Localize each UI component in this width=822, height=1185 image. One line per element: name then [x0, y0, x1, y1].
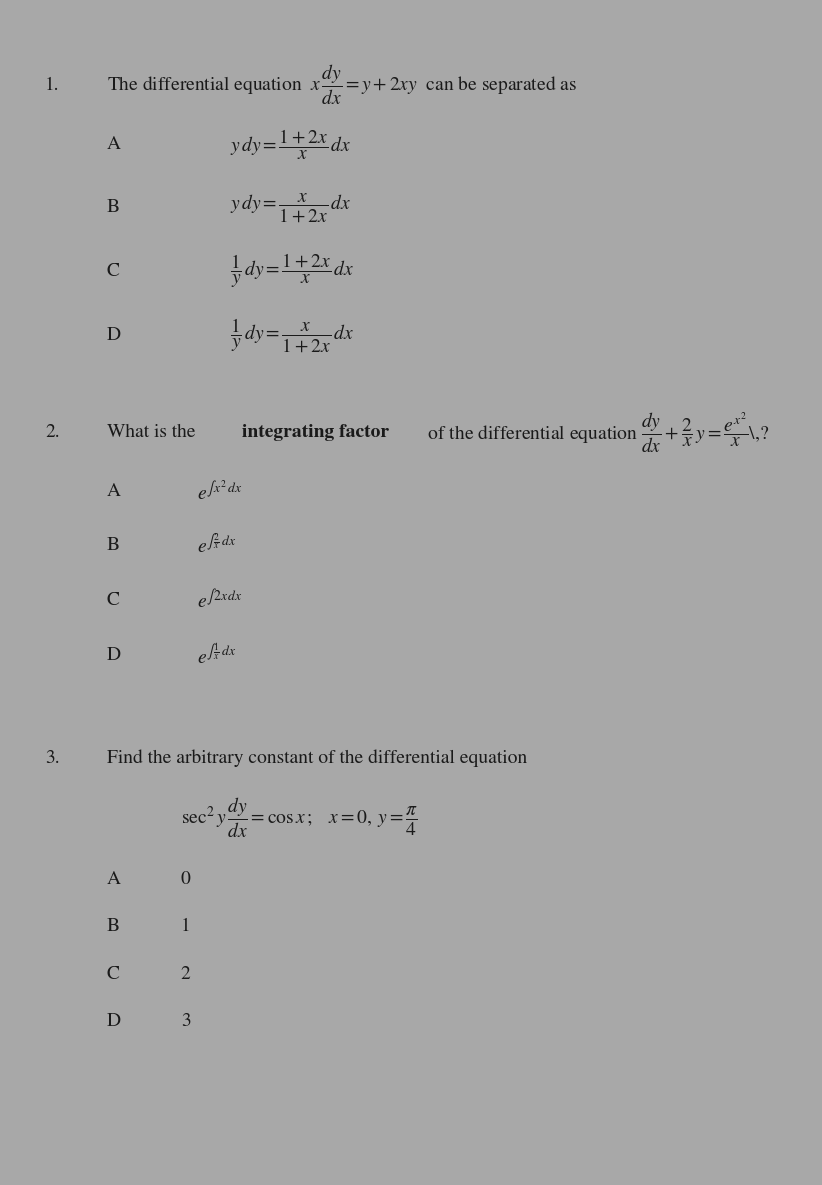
- Text: 2.: 2.: [45, 424, 60, 441]
- Text: 3.: 3.: [45, 750, 60, 767]
- Text: D: D: [107, 647, 121, 664]
- Text: 3: 3: [181, 1013, 191, 1030]
- Text: $\sec^2 y\,\dfrac{dy}{dx} = \cos x\,;\quad x=0,\; y = \dfrac{\pi}{4}$: $\sec^2 y\,\dfrac{dy}{dx} = \cos x\,;\qu…: [181, 795, 418, 840]
- Text: D: D: [107, 1013, 121, 1030]
- Text: of the differential equation $\dfrac{dy}{dx}+\dfrac{2}{x}\,y=\dfrac{e^{x^2}}{x}$: of the differential equation $\dfrac{dy}…: [423, 410, 769, 455]
- Text: $e^{\int \frac{1}{x}\,dx}$: $e^{\int \frac{1}{x}\,dx}$: [197, 643, 237, 667]
- Text: What is the: What is the: [107, 424, 201, 441]
- Text: C: C: [107, 263, 120, 280]
- Text: 0: 0: [181, 871, 191, 888]
- Text: integrating factor: integrating factor: [242, 424, 390, 441]
- Text: $\dfrac{1}{y}\,dy = \dfrac{x}{1+2x}\,dx$: $\dfrac{1}{y}\,dy = \dfrac{x}{1+2x}\,dx$: [230, 316, 354, 354]
- Text: C: C: [107, 966, 120, 982]
- Text: Find the arbitrary constant of the differential equation: Find the arbitrary constant of the diffe…: [107, 750, 527, 767]
- Text: 2: 2: [181, 966, 191, 982]
- Text: $e^{\int 2x\,dx}$: $e^{\int 2x\,dx}$: [197, 589, 243, 613]
- Text: C: C: [107, 592, 120, 609]
- Text: D: D: [107, 327, 121, 344]
- Text: B: B: [107, 918, 120, 935]
- Text: A: A: [107, 871, 121, 888]
- Text: $e^{\int \frac{2}{x}\,dx}$: $e^{\int \frac{2}{x}\,dx}$: [197, 533, 237, 557]
- Text: A: A: [107, 483, 121, 500]
- Text: $\dfrac{1}{y}\,dy = \dfrac{1+2x}{x}\,dx$: $\dfrac{1}{y}\,dy = \dfrac{1+2x}{x}\,dx$: [230, 252, 354, 290]
- Text: A: A: [107, 136, 121, 153]
- Text: The differential equation  $x\,\dfrac{dy}{dx} = y + 2xy$  can be separated as: The differential equation $x\,\dfrac{dy}…: [107, 63, 577, 108]
- Text: $y\,dy = \dfrac{x}{1+2x}\,dx$: $y\,dy = \dfrac{x}{1+2x}\,dx$: [230, 191, 352, 224]
- Text: $e^{\int x^2\,dx}$: $e^{\int x^2\,dx}$: [197, 480, 242, 504]
- Text: $y\,dy = \dfrac{1+2x}{x}\,dx$: $y\,dy = \dfrac{1+2x}{x}\,dx$: [230, 128, 352, 161]
- Text: 1.: 1.: [45, 77, 60, 94]
- Text: B: B: [107, 199, 120, 216]
- Text: B: B: [107, 537, 120, 553]
- Text: 1: 1: [181, 918, 191, 935]
